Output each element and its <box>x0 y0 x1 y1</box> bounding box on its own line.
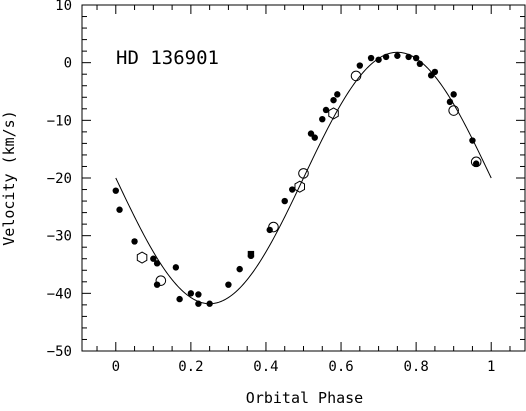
data-point-open <box>350 70 362 82</box>
x-axis-title: Orbital Phase <box>246 389 363 407</box>
data-point-hexagon <box>294 180 306 193</box>
data-point-filled <box>172 264 180 271</box>
data-point-filled <box>112 187 119 194</box>
data-point-filled <box>195 291 202 298</box>
data-point-filled <box>334 91 341 98</box>
data-point-filled <box>153 281 161 288</box>
data-point-filled <box>206 300 213 307</box>
x-tick-label: 0.2 <box>178 359 203 375</box>
data-point-filled <box>150 255 157 262</box>
data-point-filled <box>394 52 401 59</box>
y-tick-label: 0 <box>64 56 72 72</box>
data-point-filled <box>472 160 480 167</box>
data-point-filled <box>450 91 457 98</box>
data-point-filled <box>289 186 296 193</box>
data-point-filled <box>412 54 420 62</box>
x-tick-label: 0.6 <box>328 359 353 375</box>
data-point-open <box>155 275 167 286</box>
y-tick-label: −30 <box>47 229 72 245</box>
data-point-square <box>247 250 255 258</box>
data-point-filled <box>311 134 318 141</box>
data-point-hexagon <box>328 107 339 120</box>
data-point-filled <box>187 290 195 297</box>
data-point-filled <box>356 62 364 69</box>
x-tick-label: 1 <box>487 359 495 375</box>
data-point-filled <box>405 53 412 61</box>
data-point-filled <box>225 281 232 288</box>
data-point-filled <box>236 265 243 273</box>
axis-ticks <box>82 4 525 352</box>
data-point-open <box>470 156 482 168</box>
data-point-filled <box>307 130 315 137</box>
data-point-filled <box>319 115 326 123</box>
data-point-filled <box>176 295 183 303</box>
x-tick-label: 0 <box>112 359 120 375</box>
data-point-filled <box>330 96 337 104</box>
y-tick-label: −20 <box>47 171 72 187</box>
data-point-filled <box>322 106 330 114</box>
data-point-filled <box>116 206 123 213</box>
data-point-open <box>298 168 309 179</box>
y-tick-label: −10 <box>47 113 72 129</box>
x-tick-label: 0.4 <box>253 359 278 375</box>
data-point-filled <box>375 56 382 63</box>
data-point-filled <box>281 197 288 205</box>
data-point-filled <box>131 238 138 245</box>
data-point-filled <box>416 60 424 68</box>
data-point-filled <box>153 260 161 267</box>
data-point-filled <box>446 98 454 106</box>
data-point-hexagon <box>136 251 148 264</box>
x-tick-label: 0.8 <box>403 359 428 375</box>
y-tick-label: −50 <box>47 344 72 360</box>
tick-labels: 0 0.2 0.4 0.6 0.8 1 10 0 −10 −20 −30 −40 −50 <box>47 0 496 375</box>
data-points <box>112 52 482 307</box>
star-name-label: HD 136901 <box>116 47 219 69</box>
y-tick-label: −40 <box>47 286 72 302</box>
data-point-open <box>268 221 279 233</box>
data-point-open <box>448 105 459 116</box>
data-point-filled <box>469 137 476 144</box>
data-point-filled <box>367 54 375 62</box>
y-axis-title: Velocity (km/s) <box>0 110 18 245</box>
data-point-filled <box>195 300 202 307</box>
data-point-filled <box>431 68 439 76</box>
y-tick-label: 10 <box>55 0 72 14</box>
data-point-filled <box>382 53 390 61</box>
